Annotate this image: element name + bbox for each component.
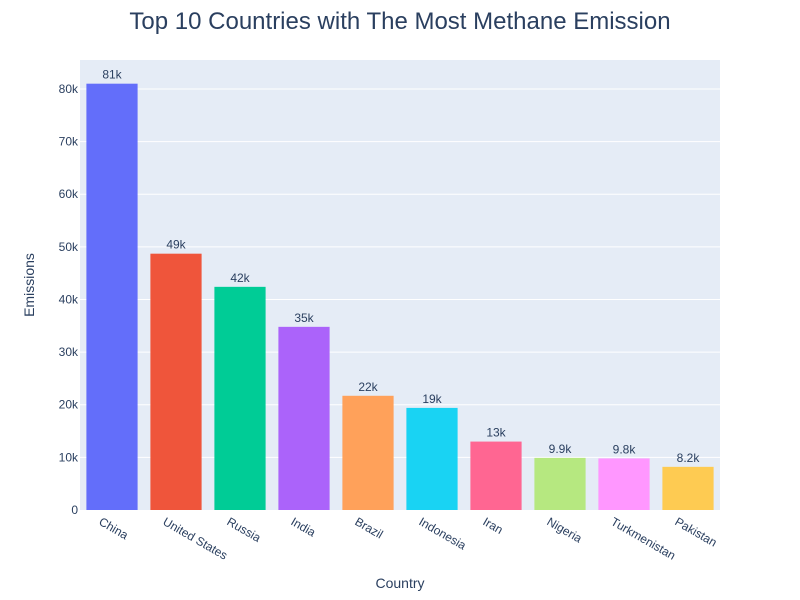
x-tick-label: United States — [161, 514, 230, 562]
x-axis-title: Country — [375, 575, 424, 591]
data-label: 9.9k — [549, 442, 573, 456]
data-label: 9.8k — [613, 442, 637, 456]
bar[interactable] — [598, 458, 650, 510]
y-tick-label: 20k — [59, 398, 79, 412]
y-tick-label: 50k — [59, 240, 79, 254]
data-label: 19k — [422, 392, 442, 406]
data-label: 42k — [230, 271, 250, 285]
data-label: 22k — [358, 380, 378, 394]
x-tick-label: Brazil — [353, 514, 386, 541]
y-tick-label: 80k — [59, 82, 79, 96]
bar[interactable] — [662, 466, 714, 510]
chart-title: Top 10 Countries with The Most Methane E… — [129, 8, 671, 35]
x-tick-label: Pakistan — [673, 514, 720, 549]
y-axis-title: Emissions — [21, 253, 37, 317]
x-tick-label: India — [289, 514, 319, 539]
y-tick-label: 10k — [59, 450, 79, 464]
bar[interactable] — [342, 395, 394, 510]
x-tick-label: Russia — [225, 514, 264, 545]
y-tick-label: 40k — [59, 292, 79, 306]
x-tick-label: Iran — [481, 514, 506, 536]
data-label: 81k — [102, 68, 122, 82]
y-tick-label: 60k — [59, 187, 79, 201]
x-tick-label: Nigeria — [545, 514, 585, 545]
data-label: 35k — [294, 311, 314, 325]
bar[interactable] — [86, 83, 138, 511]
y-tick-label: 30k — [59, 345, 79, 359]
bar[interactable] — [406, 407, 458, 510]
bar[interactable] — [150, 253, 202, 510]
y-tick-label: 0 — [71, 503, 78, 517]
bar[interactable] — [214, 286, 266, 510]
x-tick-label: Turkmenistan — [609, 514, 679, 562]
y-tick-label: 70k — [59, 135, 79, 149]
bar[interactable] — [534, 457, 586, 510]
bar[interactable] — [278, 326, 330, 510]
bar[interactable] — [470, 441, 522, 510]
x-tick-label: Indonesia — [417, 514, 469, 552]
data-label: 49k — [166, 238, 186, 252]
data-label: 8.2k — [677, 451, 701, 465]
x-tick-label: China — [97, 514, 131, 542]
data-label: 13k — [486, 426, 506, 440]
